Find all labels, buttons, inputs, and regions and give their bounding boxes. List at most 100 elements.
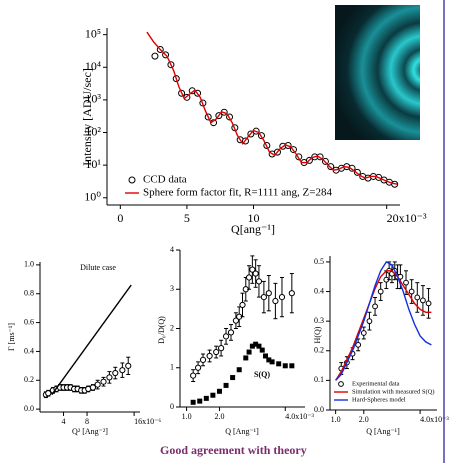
y-tick-label: 1	[170, 363, 174, 372]
circle-marker	[425, 300, 432, 307]
y-tick-label: 10³	[85, 92, 101, 106]
legend-label: CCD data	[143, 174, 187, 186]
y-tick-label: 0.4	[314, 286, 324, 295]
legend-swatch	[338, 381, 344, 387]
circle-marker	[420, 297, 426, 304]
circle-marker	[45, 390, 52, 397]
circle-marker	[218, 345, 225, 352]
x-tick-label: 16x10⁻⁶	[134, 417, 161, 426]
circle-marker	[252, 270, 259, 277]
y-tick-label: 0.1	[314, 375, 324, 384]
circle-marker	[222, 333, 230, 340]
square-marker	[210, 392, 216, 398]
circle-marker	[272, 297, 279, 305]
x-tick-label: 4	[62, 417, 66, 426]
y-tick-label: 10¹	[85, 157, 101, 171]
square-marker	[190, 399, 196, 405]
square-marker	[249, 343, 255, 349]
y-axis-label: Intensity [ADU/sec]	[80, 68, 94, 166]
y-tick-label: 0.0	[314, 405, 324, 414]
square-marker	[276, 361, 282, 367]
y-tick-label: 10⁵	[85, 26, 101, 40]
x-axis-label: Q[ang⁻¹]	[231, 222, 275, 236]
square-marker	[253, 341, 259, 347]
circle-marker	[125, 362, 132, 369]
circle-marker	[377, 288, 384, 295]
y-tick-label: 0.6	[24, 317, 34, 326]
square-marker	[256, 343, 262, 349]
y-tick-label: 0.3	[314, 316, 324, 325]
square-marker	[216, 388, 222, 394]
annotation: Dilute case	[80, 263, 116, 272]
circle-marker	[112, 369, 119, 377]
square-marker	[223, 382, 229, 388]
square-marker	[197, 398, 203, 404]
legend-label: Experimental data	[352, 380, 400, 387]
circle-marker	[260, 294, 267, 301]
line-series	[146, 31, 398, 185]
y-tick-label: 0	[170, 402, 174, 411]
circle-marker	[106, 374, 113, 381]
footer: Good agreement with theory	[160, 443, 307, 457]
square-marker	[282, 363, 288, 369]
y-tick-label: 1.0	[24, 260, 34, 269]
legend-swatch	[128, 176, 136, 184]
y-tick-label: 10⁰	[84, 190, 101, 204]
x-tick-label: 1.0	[182, 412, 192, 421]
y-tick-label: 10⁴	[85, 59, 101, 73]
circle-marker	[360, 330, 367, 336]
circle-marker	[232, 317, 240, 324]
circle-marker	[403, 279, 409, 286]
circle-marker	[372, 303, 378, 310]
y-tick-label: 3	[170, 284, 174, 293]
square-marker	[243, 355, 249, 361]
legend-label: Simulation with measured S(Q)	[352, 388, 435, 395]
circle-marker	[245, 274, 253, 281]
y-axis-label: D₀/D(Q)	[157, 316, 166, 344]
circle-marker	[265, 290, 272, 297]
line-series	[51, 284, 132, 396]
x-tick-label: 20x10⁻³	[387, 211, 427, 225]
circle-marker	[206, 352, 213, 360]
circle-marker	[213, 348, 220, 356]
square-marker	[246, 349, 252, 355]
circle-marker	[194, 364, 202, 371]
circle-marker	[119, 367, 126, 374]
y-tick-label: 0.2	[24, 375, 34, 384]
x-tick-label: 1.0	[331, 415, 341, 424]
y-tick-label: 0.8	[24, 289, 34, 298]
square-marker	[289, 363, 295, 369]
legend-label: Hard-Spheres model	[352, 396, 406, 403]
circle-marker	[100, 378, 107, 385]
y-tick-label: 2	[170, 323, 174, 332]
x-tick-label: 2.0	[359, 415, 369, 424]
x-tick-label: 4.0x10⁻³	[420, 415, 449, 424]
y-tick-label: 10²	[85, 124, 101, 138]
x-axis-label: Q² [Ang⁻²]	[72, 427, 108, 436]
square-marker	[263, 353, 269, 359]
circle-marker	[199, 356, 207, 363]
circle-marker	[255, 278, 263, 285]
square-marker	[203, 395, 209, 401]
circle-marker	[278, 294, 286, 301]
y-tick-label: 0.2	[314, 346, 324, 355]
y-tick-label: 4	[170, 245, 174, 254]
circle-marker	[239, 301, 246, 309]
square-marker	[236, 367, 242, 373]
line-series	[335, 270, 432, 381]
annotation: S(Q)	[254, 370, 270, 379]
line-series	[335, 261, 432, 381]
square-marker	[230, 375, 236, 381]
circle-marker	[94, 381, 101, 388]
x-tick-label: 0	[117, 211, 123, 225]
y-tick-label: 0.5	[314, 257, 324, 266]
x-tick-label: 5	[184, 211, 190, 225]
y-axis-label: H(Q)	[313, 326, 322, 343]
y-tick-label: 0.0	[24, 404, 34, 413]
circle-marker	[414, 294, 421, 301]
x-axis-label: Q [Ang⁻¹]	[366, 427, 400, 436]
y-tick-label: 0.4	[24, 346, 34, 355]
x-tick-label: 8	[85, 417, 89, 426]
